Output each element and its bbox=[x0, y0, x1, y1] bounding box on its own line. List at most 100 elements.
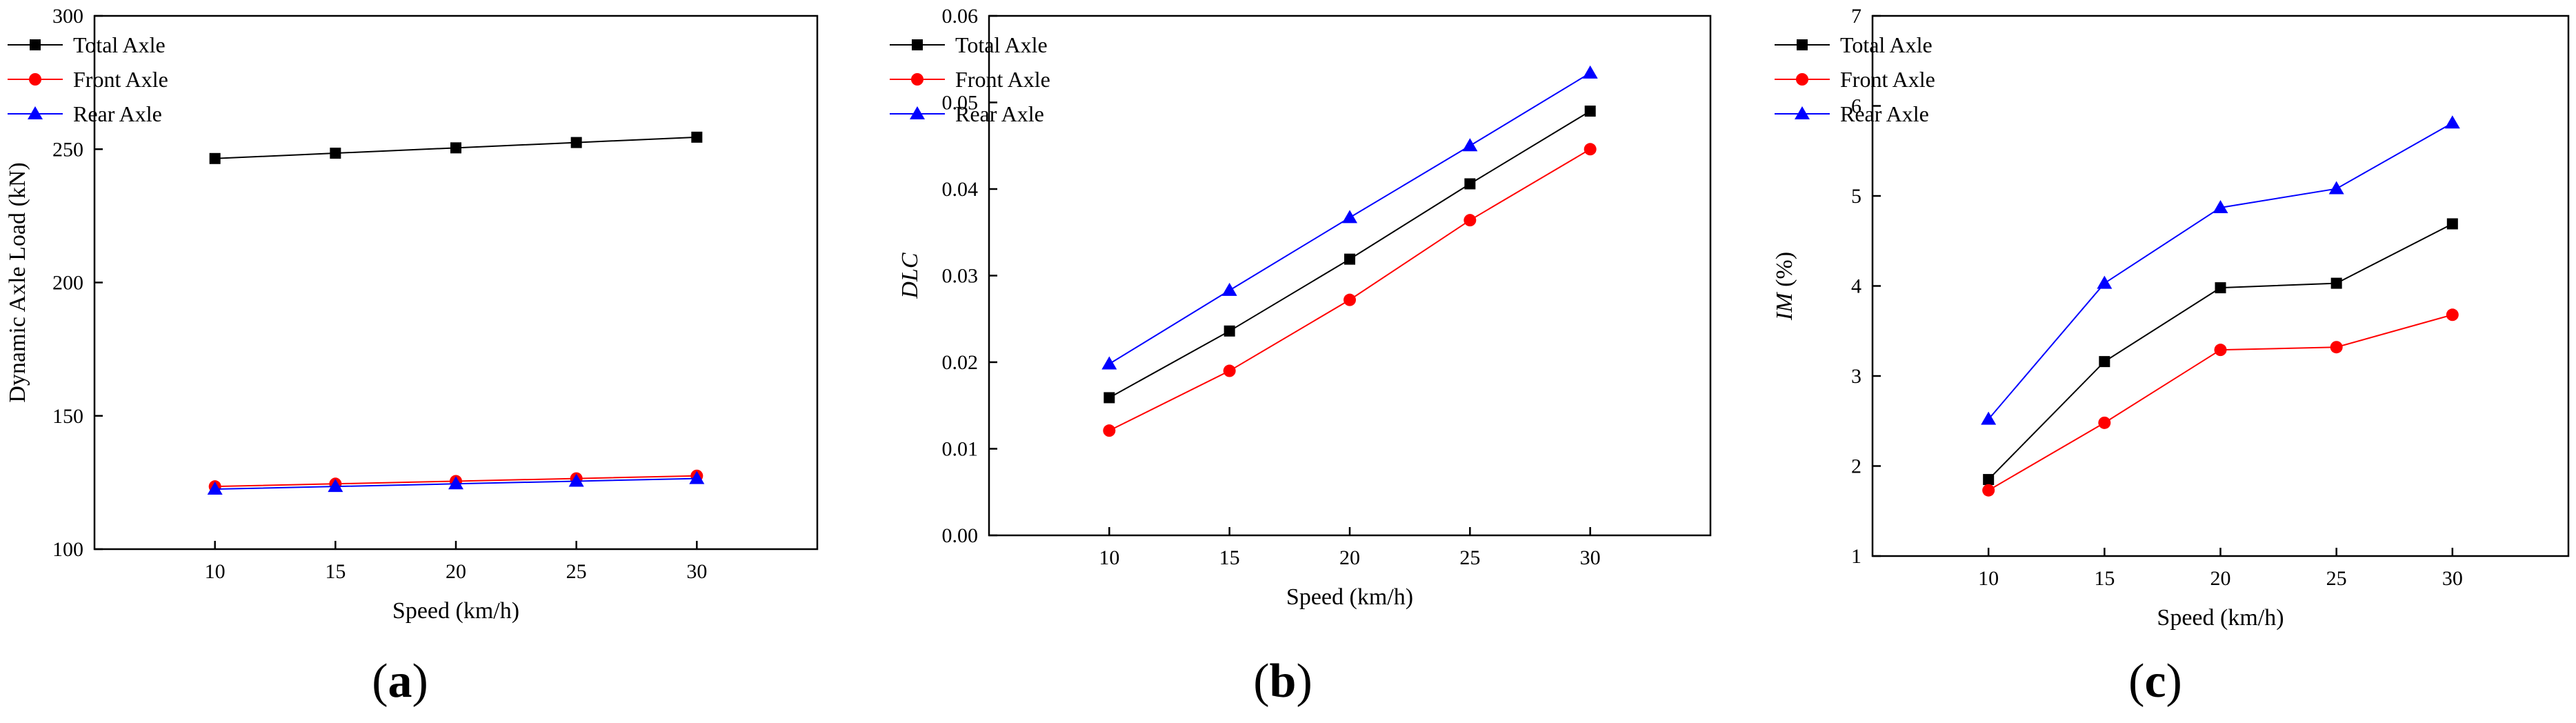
legend-label: Total Axle bbox=[73, 32, 166, 57]
data-point bbox=[1582, 65, 1598, 79]
y-tick-label: 100 bbox=[52, 538, 83, 561]
y-tick-label: 0.00 bbox=[942, 524, 979, 547]
x-tick-label: 15 bbox=[2094, 567, 2115, 590]
y-tick-label: 2 bbox=[1851, 455, 1861, 478]
y-tick-label: 0.06 bbox=[942, 5, 979, 28]
y-axis-title: Dynamic Axle Load (kN) bbox=[5, 162, 30, 402]
x-tick-label: 25 bbox=[2326, 567, 2347, 590]
legend-label: Front Axle bbox=[1840, 67, 1935, 92]
legend-marker bbox=[912, 39, 923, 50]
series-line-front-axle bbox=[1988, 314, 2453, 491]
x-tick-label: 15 bbox=[1219, 546, 1240, 569]
x-tick-label: 20 bbox=[1339, 546, 1360, 569]
data-point bbox=[570, 137, 582, 148]
y-axis-title-unit: (%) bbox=[1772, 252, 1797, 293]
legend-marker bbox=[1797, 39, 1808, 50]
y-tick-label: 250 bbox=[52, 138, 83, 161]
data-point bbox=[689, 471, 705, 484]
data-point bbox=[1462, 138, 1478, 152]
panel-label: (a) bbox=[372, 655, 428, 708]
legend: Total Axle Front Axle Rear Axle bbox=[890, 32, 1050, 126]
legend-marker bbox=[1795, 106, 1810, 119]
data-point bbox=[1221, 282, 1237, 296]
plot-frame bbox=[988, 14, 1712, 537]
data-point bbox=[1584, 106, 1596, 117]
x-tick-label: 30 bbox=[1580, 546, 1601, 569]
legend-marker bbox=[911, 73, 923, 86]
data-point bbox=[450, 142, 461, 154]
legend-marker bbox=[30, 39, 41, 50]
x-tick-label: 30 bbox=[2442, 567, 2463, 590]
legend-label: Front Axle bbox=[73, 67, 168, 92]
data-point bbox=[1104, 392, 1115, 404]
data-point bbox=[691, 131, 703, 143]
series-line-rear-axle bbox=[1988, 122, 2453, 420]
y-tick-label: 7 bbox=[1851, 5, 1861, 28]
data-point bbox=[328, 479, 343, 493]
legend: Total Axle Front Axle Rear Axle bbox=[8, 32, 168, 126]
data-point bbox=[2444, 115, 2460, 129]
data-point bbox=[2215, 282, 2226, 294]
y-tick-label: 0.02 bbox=[942, 351, 979, 374]
x-tick-label: 25 bbox=[1459, 546, 1480, 569]
x-axis-title: Speed (km/h) bbox=[2157, 605, 2284, 631]
data-point bbox=[1342, 210, 1357, 224]
legend-label: Rear Axle bbox=[1840, 101, 1929, 126]
data-point bbox=[1224, 325, 1235, 337]
data-point bbox=[1223, 364, 1236, 377]
y-tick-label: 4 bbox=[1851, 275, 1861, 298]
legend: Total Axle Front Axle Rear Axle bbox=[1775, 32, 1935, 126]
data-point bbox=[2446, 218, 2458, 230]
y-tick-label: 0.05 bbox=[942, 92, 979, 115]
data-point bbox=[1101, 356, 1117, 370]
data-point bbox=[1103, 424, 1116, 437]
data-point bbox=[2213, 199, 2228, 213]
y-axis-title: DLC bbox=[897, 252, 923, 299]
chart-panel-c: 1 2 3 4 5 6 7 10 15 20 25 30 Speed (km/h) IM (%) Total… bbox=[1772, 5, 2570, 708]
y-axis-title-symbol: IM bbox=[1772, 292, 1797, 321]
y-tick-label: 5 bbox=[1851, 185, 1861, 208]
chart-panel-a: 100 150 200 250 300 10 15 20 25 30 Speed (km/h) Dyn… bbox=[5, 5, 819, 708]
y-tick-label: 0.01 bbox=[942, 438, 979, 461]
data-point bbox=[1464, 178, 1476, 190]
y-axis-title: IM (%) bbox=[1772, 252, 1797, 321]
y-tick-label: 1 bbox=[1851, 545, 1861, 568]
x-tick-label: 20 bbox=[446, 560, 466, 583]
data-point bbox=[1981, 411, 1997, 425]
data-point bbox=[2097, 275, 2113, 289]
data-point bbox=[207, 482, 223, 495]
x-tick-label: 10 bbox=[1978, 567, 1999, 590]
panel-label: (c) bbox=[2128, 655, 2182, 708]
legend-label: Rear Axle bbox=[955, 101, 1044, 126]
data-point bbox=[2328, 181, 2344, 195]
data-point bbox=[2214, 344, 2227, 357]
y-tick-label: 3 bbox=[1851, 365, 1861, 388]
legend-label: Total Axle bbox=[1840, 32, 1933, 57]
y-tick-label: 200 bbox=[52, 272, 83, 295]
plot-frame bbox=[93, 14, 819, 551]
y-tick-label: 0.04 bbox=[942, 178, 979, 201]
legend-marker bbox=[910, 106, 925, 119]
data-point bbox=[448, 476, 463, 490]
data-point bbox=[1982, 484, 1995, 497]
x-tick-label: 10 bbox=[1099, 546, 1119, 569]
x-tick-label: 15 bbox=[325, 560, 346, 583]
x-tick-label: 10 bbox=[205, 560, 226, 583]
legend-label: Front Axle bbox=[955, 67, 1050, 92]
data-point bbox=[1464, 214, 1477, 227]
data-point bbox=[568, 473, 584, 487]
y-tick-label: 6 bbox=[1851, 95, 1861, 118]
chart-panel-b: 0.00 0.01 0.02 0.03 0.04 0.05 0.06 10 15 20 25 30 Sp… bbox=[890, 5, 1712, 708]
data-point bbox=[1344, 293, 1356, 306]
legend-marker bbox=[1796, 73, 1808, 86]
data-point bbox=[2099, 356, 2110, 368]
y-tick-label: 300 bbox=[52, 5, 83, 28]
legend-label: Rear Axle bbox=[73, 101, 162, 126]
y-tick-label: 0.03 bbox=[942, 265, 979, 288]
data-point bbox=[1344, 253, 1355, 265]
y-tick-label: 150 bbox=[52, 405, 83, 428]
legend-marker bbox=[28, 106, 43, 119]
data-point bbox=[2446, 308, 2459, 321]
series-line-front-axle bbox=[1108, 148, 1591, 432]
